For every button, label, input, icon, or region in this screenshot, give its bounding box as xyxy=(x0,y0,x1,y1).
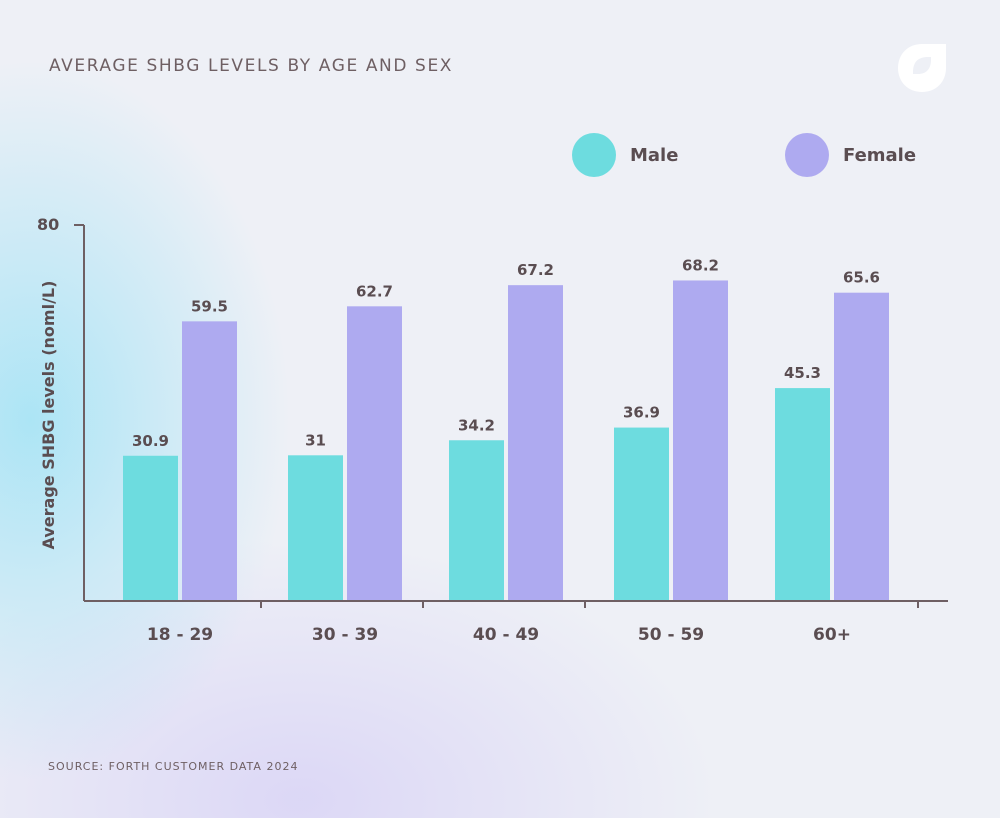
bar-male-2 xyxy=(288,455,343,601)
y-axis-label: Average SHBG levels (noml/L) xyxy=(39,281,58,550)
bar-female-1 xyxy=(182,321,237,601)
value-label-female-3: 67.2 xyxy=(517,261,554,279)
bar-male-3 xyxy=(449,440,504,601)
source-note: SOURCE: FORTH CUSTOMER DATA 2024 xyxy=(48,760,299,773)
x-tick-label-1: 18 - 29 xyxy=(147,625,213,645)
x-tick-label-4: 50 - 59 xyxy=(638,625,704,645)
bar-female-2 xyxy=(347,306,402,601)
value-label-male-3: 34.2 xyxy=(458,416,495,434)
bar-female-3 xyxy=(508,285,563,601)
forth-logo-icon xyxy=(898,44,946,92)
value-label-female-1: 59.5 xyxy=(191,297,228,315)
legend-item-female: Female xyxy=(785,133,916,177)
bar-male-5 xyxy=(775,388,830,601)
legend-label-male: Male xyxy=(630,144,679,166)
value-label-female-4: 68.2 xyxy=(682,256,719,274)
y-tick-label-max: 80 xyxy=(37,215,59,234)
bar-male-1 xyxy=(123,455,178,601)
axes-group: 18 - 29 30 - 39 40 - 49 50 - 59 60+ 80 Average… xyxy=(37,215,948,645)
legend-label-female: Female xyxy=(843,144,917,166)
chart-title: AVERAGE SHBG LEVELS BY AGE AND SEX xyxy=(49,56,454,76)
value-label-male-2: 31 xyxy=(305,431,326,449)
value-label-male-1: 30.9 xyxy=(132,432,169,450)
x-tick-label-3: 40 - 49 xyxy=(473,625,539,645)
bar-male-4 xyxy=(614,427,669,601)
legend-swatch-female xyxy=(785,133,829,177)
value-label-male-5: 45.3 xyxy=(784,364,821,382)
x-tick-label-2: 30 - 39 xyxy=(312,625,378,645)
value-label-female-5: 65.6 xyxy=(843,269,880,287)
legend-swatch-male xyxy=(572,133,616,177)
bars-group: 30.9 59.5 31 62.7 34.2 67.2 36.9 68.2 45.3 65.6 xyxy=(123,256,889,601)
bar-female-4 xyxy=(673,280,728,601)
value-label-male-4: 36.9 xyxy=(623,404,660,422)
x-tick-label-5: 60+ xyxy=(813,625,851,645)
value-label-female-2: 62.7 xyxy=(356,282,393,300)
legend-item-male: Male xyxy=(572,133,678,177)
bar-female-5 xyxy=(834,292,889,601)
